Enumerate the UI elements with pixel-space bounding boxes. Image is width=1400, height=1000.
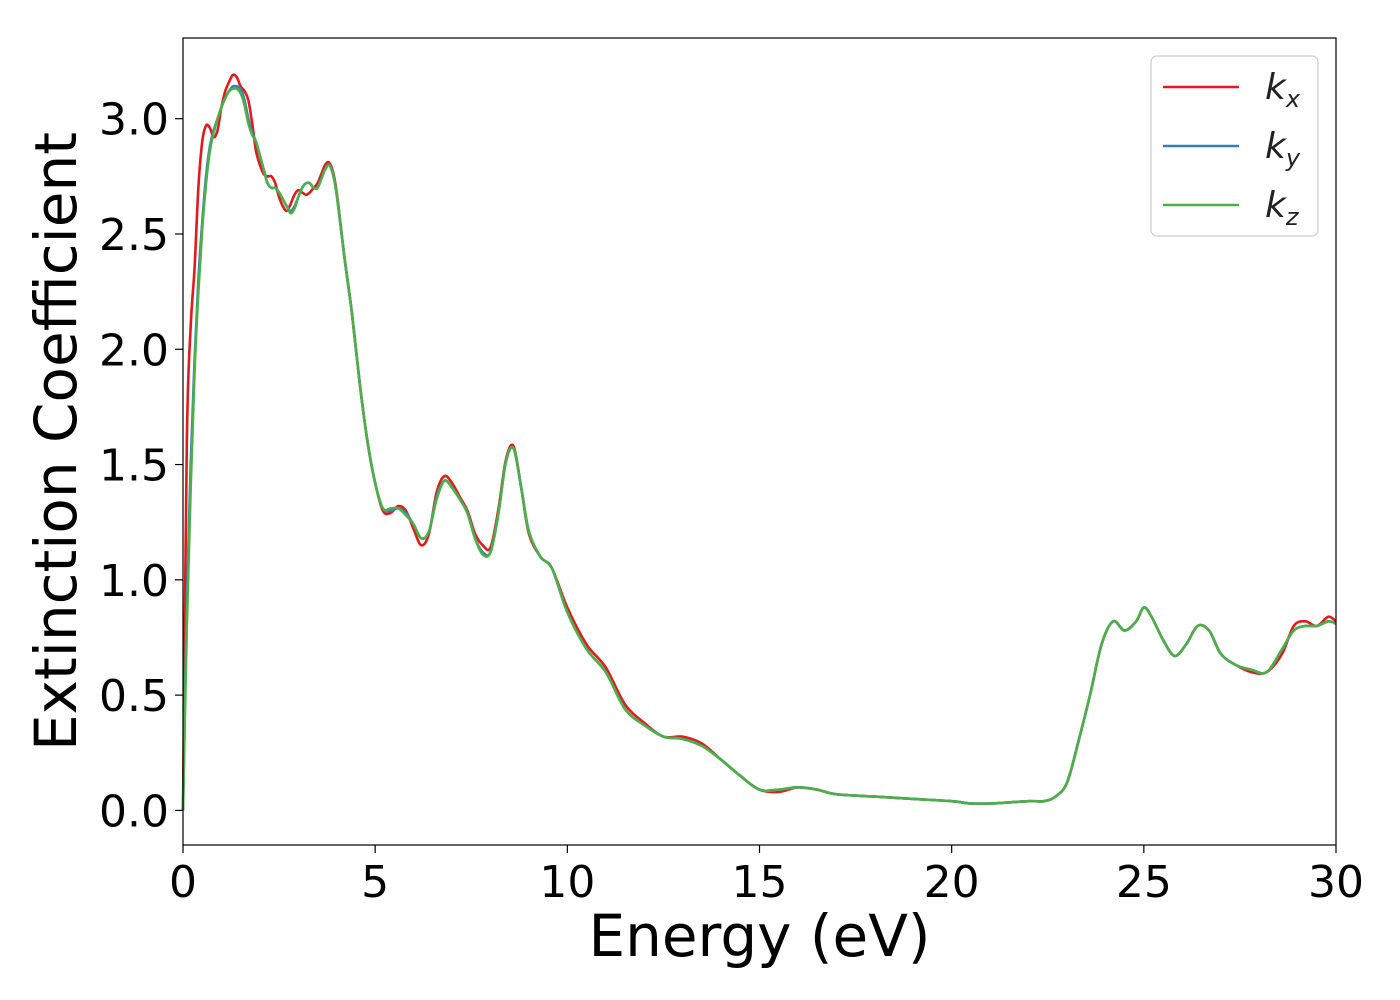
y-ticks: 0.0 0.5 1.0 1.5 2.0 2.5 3.0 bbox=[99, 95, 183, 837]
y-tick-label: 1.5 bbox=[99, 441, 169, 492]
y-tick-label: 0.0 bbox=[99, 786, 169, 837]
legend-label-subscript: y bbox=[1285, 144, 1301, 172]
series-layer bbox=[181, 73, 1337, 811]
x-tick-label: 25 bbox=[1116, 857, 1172, 908]
x-tick-label: 20 bbox=[924, 857, 980, 908]
x-tick-label: 5 bbox=[361, 857, 389, 908]
legend-label-subscript: x bbox=[1285, 85, 1301, 113]
x-ticks: 0 5 10 15 20 25 30 bbox=[169, 845, 1364, 908]
x-tick-label: 15 bbox=[732, 857, 788, 908]
legend-label-base: k bbox=[1265, 185, 1288, 226]
x-axis-label: Energy (eV) bbox=[588, 902, 930, 970]
legend-label-kx: kx bbox=[1265, 67, 1301, 113]
x-tick-label: 30 bbox=[1308, 857, 1364, 908]
y-tick-label: 3.0 bbox=[99, 95, 169, 146]
legend-label-ky: ky bbox=[1265, 126, 1301, 172]
plot-area bbox=[183, 38, 1336, 845]
y-tick-label: 0.5 bbox=[99, 671, 169, 722]
y-tick-label: 2.5 bbox=[99, 210, 169, 261]
x-tick-label: 0 bbox=[169, 857, 197, 908]
legend-label-base: k bbox=[1265, 67, 1288, 108]
series-line-kz bbox=[181, 86, 1337, 811]
legend-label-base: k bbox=[1265, 126, 1288, 167]
y-axis-label: Extinction Coefficient bbox=[22, 132, 90, 751]
y-tick-label: 2.0 bbox=[99, 325, 169, 376]
x-tick-label: 10 bbox=[539, 857, 595, 908]
y-tick-label: 1.0 bbox=[99, 556, 169, 607]
legend-label-kz: kz bbox=[1265, 185, 1300, 231]
legend-label-subscript: z bbox=[1285, 203, 1300, 231]
